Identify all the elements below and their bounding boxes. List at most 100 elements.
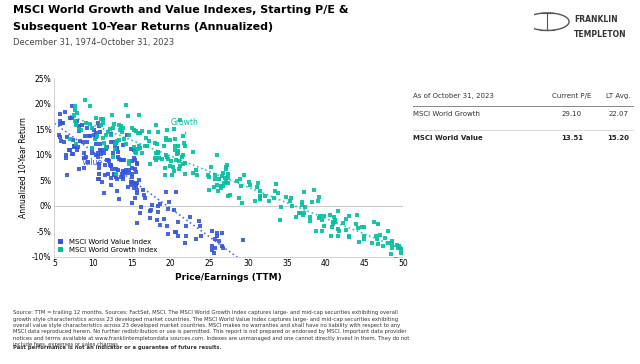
Point xyxy=(160,165,170,171)
Point xyxy=(100,146,111,152)
Point xyxy=(95,142,106,147)
Point xyxy=(255,196,265,202)
Point xyxy=(127,159,137,165)
Point xyxy=(239,173,249,178)
Point xyxy=(101,132,111,138)
Text: MSCI World Growth and Value Indexes, Starting P/E &: MSCI World Growth and Value Indexes, Sta… xyxy=(13,5,348,15)
Point xyxy=(314,194,324,200)
Point xyxy=(344,234,354,240)
Point xyxy=(90,136,100,142)
Point xyxy=(71,143,81,149)
Point xyxy=(212,152,223,158)
Point xyxy=(93,123,104,129)
Point xyxy=(109,172,119,178)
Point xyxy=(79,166,89,171)
Point xyxy=(230,257,241,262)
Point xyxy=(93,171,104,177)
Text: Source: TTM = trailing 12 months. Sources: FactSet, MSCI. The MSCI World Growth : Source: TTM = trailing 12 months. Source… xyxy=(13,310,409,347)
Point xyxy=(255,189,266,194)
Point xyxy=(68,151,78,157)
Point xyxy=(132,187,143,193)
Point xyxy=(209,184,220,190)
Point xyxy=(196,234,206,240)
Point xyxy=(167,172,177,178)
Point xyxy=(55,120,65,126)
Point xyxy=(172,229,182,235)
Point xyxy=(126,179,136,185)
Point xyxy=(102,144,112,150)
Point xyxy=(131,150,141,156)
Point xyxy=(84,133,94,139)
Point xyxy=(338,220,348,226)
Point xyxy=(69,112,79,118)
Point xyxy=(311,228,321,234)
Point xyxy=(159,216,169,222)
Point xyxy=(92,133,102,139)
Point xyxy=(223,193,233,199)
Point xyxy=(344,213,354,219)
Point xyxy=(161,152,171,158)
Point xyxy=(72,110,83,116)
Point xyxy=(127,200,138,206)
Point xyxy=(70,118,80,123)
X-axis label: Price/Earnings (TTM): Price/Earnings (TTM) xyxy=(175,273,282,282)
Point xyxy=(134,112,144,118)
Point xyxy=(259,193,269,199)
Point xyxy=(195,223,205,229)
Point xyxy=(56,120,67,126)
Point xyxy=(281,194,291,200)
Point xyxy=(300,189,310,195)
Point xyxy=(74,126,84,132)
Point xyxy=(89,132,99,138)
Point xyxy=(253,180,263,186)
Point xyxy=(111,171,121,177)
Point xyxy=(72,118,82,123)
Point xyxy=(163,206,173,212)
Point xyxy=(132,180,143,186)
Point xyxy=(145,215,156,221)
Point xyxy=(392,242,402,248)
Point xyxy=(174,166,184,172)
Point xyxy=(150,155,160,161)
Point xyxy=(325,213,335,218)
Point xyxy=(237,200,248,206)
Point xyxy=(63,147,74,153)
Text: FRANKLIN: FRANKLIN xyxy=(574,15,618,24)
Point xyxy=(383,240,394,246)
Text: Growth: Growth xyxy=(171,118,198,134)
Point xyxy=(109,143,120,149)
Point xyxy=(147,202,157,208)
Point xyxy=(210,245,220,251)
Point xyxy=(396,246,406,252)
Point xyxy=(121,103,131,108)
Point xyxy=(117,142,127,148)
Point xyxy=(185,214,195,220)
Point xyxy=(152,217,162,223)
Point xyxy=(285,198,296,204)
Point xyxy=(118,174,129,179)
Point xyxy=(246,261,257,267)
Point xyxy=(116,174,126,180)
Point xyxy=(308,187,319,193)
Point xyxy=(104,158,115,163)
Point xyxy=(111,140,122,146)
Point xyxy=(206,164,216,170)
Point xyxy=(111,174,121,180)
Point xyxy=(317,217,328,223)
Point xyxy=(118,176,128,182)
Point xyxy=(106,132,116,138)
Point xyxy=(395,245,405,250)
Point xyxy=(202,172,212,178)
Point xyxy=(357,224,367,230)
Point xyxy=(305,214,316,219)
Point xyxy=(298,212,308,218)
Point xyxy=(99,135,109,141)
Point xyxy=(138,187,148,193)
Point xyxy=(245,182,255,188)
Point xyxy=(132,220,143,226)
Point xyxy=(73,145,83,150)
Point xyxy=(145,129,155,135)
Point xyxy=(255,257,266,262)
Point xyxy=(220,175,230,181)
Point xyxy=(207,228,218,234)
